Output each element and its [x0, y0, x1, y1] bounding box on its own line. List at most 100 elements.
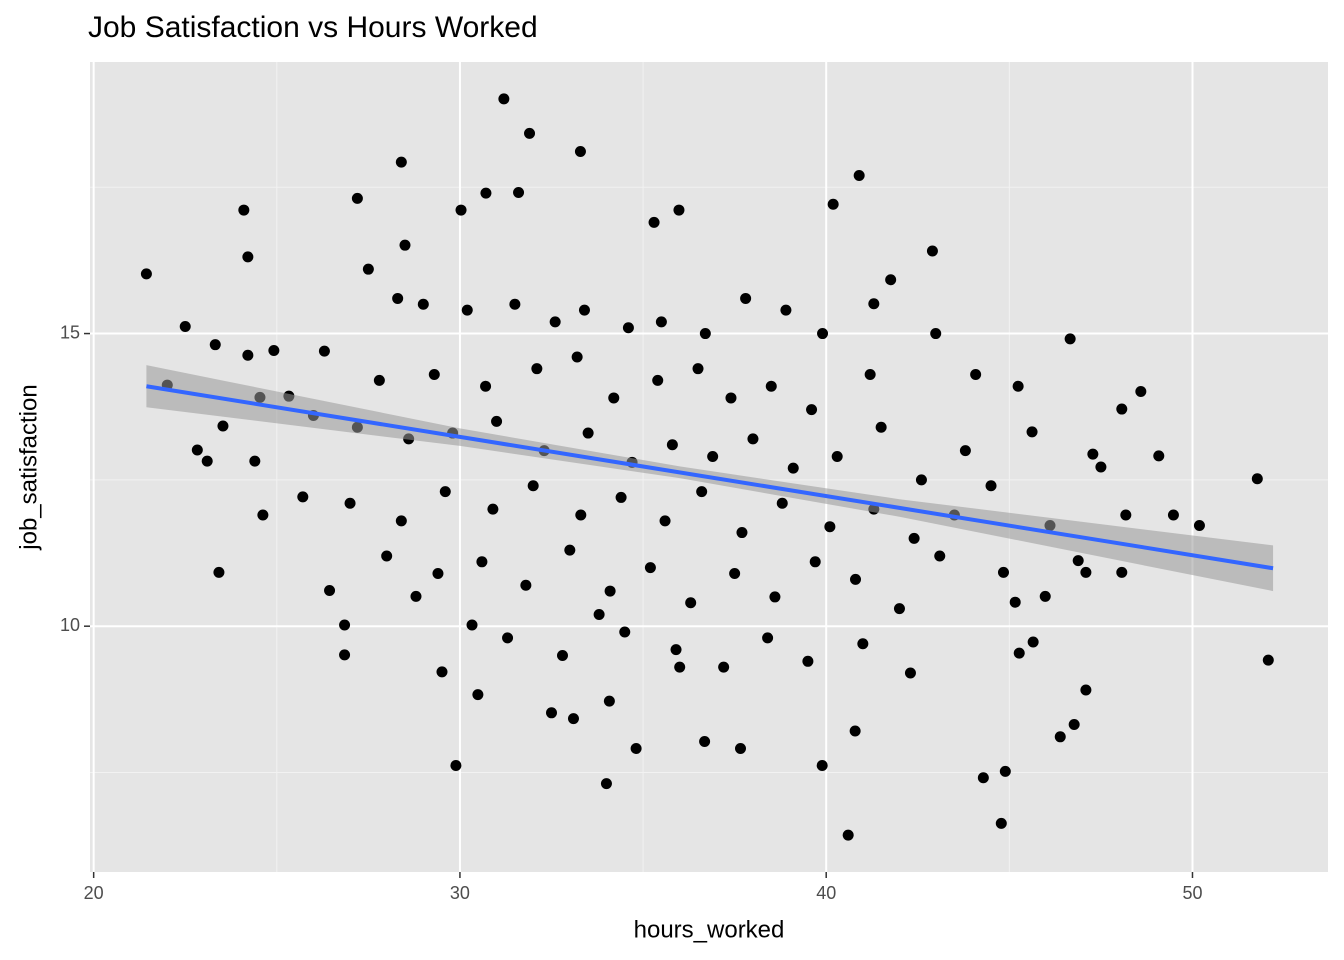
- point: [531, 363, 543, 375]
- point: [1039, 590, 1051, 602]
- point: [934, 550, 946, 562]
- point: [885, 274, 897, 286]
- point: [527, 480, 539, 492]
- x-axis-title: hours_worked: [634, 916, 785, 943]
- point: [875, 421, 887, 433]
- point: [685, 597, 697, 609]
- point: [930, 328, 942, 340]
- point: [556, 649, 568, 661]
- point: [344, 497, 356, 509]
- y-tick-label: 15: [60, 322, 80, 342]
- point: [339, 619, 351, 631]
- point: [1009, 596, 1021, 608]
- point: [242, 251, 254, 263]
- point: [1080, 684, 1092, 696]
- point: [242, 349, 254, 361]
- point: [238, 204, 250, 216]
- x-tick-label: 20: [84, 883, 104, 903]
- point: [1193, 520, 1205, 532]
- point: [1251, 473, 1263, 485]
- point: [524, 127, 536, 139]
- point: [1116, 403, 1128, 415]
- x-tick-label: 50: [1182, 883, 1202, 903]
- point: [824, 521, 836, 533]
- point: [747, 433, 759, 445]
- point: [498, 93, 510, 105]
- point: [864, 369, 876, 381]
- point: [1095, 461, 1107, 473]
- point: [428, 369, 440, 381]
- point: [1072, 555, 1084, 567]
- point: [1026, 426, 1038, 438]
- point: [436, 666, 448, 678]
- point: [674, 661, 686, 673]
- point: [502, 632, 514, 644]
- point: [191, 444, 203, 456]
- point: [853, 170, 865, 182]
- point: [179, 321, 191, 333]
- point: [666, 439, 678, 451]
- point: [578, 304, 590, 316]
- point: [455, 204, 467, 216]
- point: [729, 568, 741, 580]
- y-axis-title: job_satisfaction: [15, 384, 42, 550]
- point: [817, 328, 829, 340]
- point: [997, 566, 1009, 578]
- point: [615, 491, 627, 503]
- point: [816, 759, 828, 771]
- point: [600, 778, 612, 790]
- point: [213, 566, 225, 578]
- point: [1054, 731, 1066, 743]
- point: [399, 239, 411, 251]
- point: [324, 584, 336, 596]
- point: [692, 363, 704, 375]
- point: [1262, 654, 1274, 666]
- point: [857, 638, 869, 650]
- point: [849, 725, 861, 737]
- point: [908, 532, 920, 544]
- point: [487, 503, 499, 515]
- point: [480, 380, 492, 392]
- point: [619, 626, 631, 638]
- point: [257, 509, 269, 521]
- point: [351, 192, 363, 204]
- point: [725, 392, 737, 404]
- x-tick-label: 40: [816, 883, 836, 903]
- point: [696, 486, 708, 498]
- point: [648, 216, 660, 228]
- point: [787, 462, 799, 474]
- point: [1153, 450, 1165, 462]
- point: [439, 486, 451, 498]
- point: [831, 450, 843, 462]
- point: [959, 445, 971, 457]
- point: [1080, 566, 1092, 578]
- point: [564, 544, 576, 556]
- point: [740, 292, 752, 304]
- point: [575, 509, 587, 521]
- point: [466, 619, 478, 631]
- point: [381, 550, 393, 562]
- point: [339, 649, 351, 661]
- point: [809, 556, 821, 568]
- point: [999, 765, 1011, 777]
- point: [432, 568, 444, 580]
- point: [659, 515, 671, 527]
- point: [734, 743, 746, 755]
- point: [926, 245, 938, 257]
- x-tick-label: 30: [450, 883, 470, 903]
- point: [977, 772, 989, 784]
- point: [392, 292, 404, 304]
- point: [842, 829, 854, 841]
- point: [297, 491, 309, 503]
- point: [868, 298, 880, 310]
- point: [513, 187, 525, 199]
- point: [574, 146, 586, 158]
- point: [1027, 636, 1039, 648]
- point: [699, 735, 711, 747]
- point: [904, 667, 916, 679]
- point: [373, 374, 385, 386]
- point: [736, 527, 748, 539]
- point: [395, 156, 407, 168]
- point: [644, 562, 656, 574]
